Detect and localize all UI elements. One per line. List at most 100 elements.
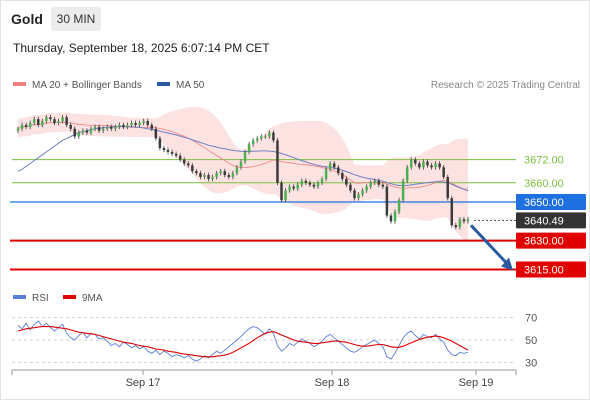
candle-body (389, 215, 393, 222)
rsi-tick-label-2: 70 (525, 313, 537, 325)
candle-body (85, 130, 89, 133)
candle-body (284, 190, 287, 201)
level-tag-4 (516, 232, 586, 249)
candle-body (272, 132, 275, 141)
legend-rsi-label: RSI (32, 293, 49, 304)
bollinger-band (18, 106, 468, 241)
candle-body (454, 225, 458, 228)
candle-body (304, 180, 308, 183)
candle-body (251, 140, 255, 145)
candle-body (187, 163, 190, 166)
candle-body (385, 186, 389, 216)
candle-body (324, 169, 328, 179)
candle-body (191, 165, 194, 172)
candle-body (65, 117, 68, 125)
candle-body (89, 128, 93, 133)
candle-body (442, 167, 445, 177)
candle-body (223, 171, 226, 176)
candle-body (438, 163, 441, 168)
candle-body (142, 121, 145, 123)
candle-body (203, 175, 206, 177)
candle-body (337, 167, 340, 174)
candle-body (414, 159, 417, 164)
candle-body (122, 124, 125, 127)
candle-body (81, 130, 85, 133)
candle-body (381, 184, 385, 187)
rsi-line (17, 320, 469, 362)
candle-body (77, 132, 81, 137)
candle-body (418, 163, 421, 168)
candle-body (341, 173, 344, 179)
candle-body (16, 128, 20, 131)
candle-body (312, 184, 316, 187)
candle-body (166, 149, 170, 152)
candle-body (114, 126, 117, 129)
candle-body (239, 161, 243, 168)
level-tag-5 (516, 261, 586, 278)
candle-body (434, 163, 437, 168)
candle-body (316, 182, 320, 187)
candle-body (377, 180, 381, 185)
candle-body (158, 138, 162, 149)
candle-body (207, 175, 210, 179)
candle-body (296, 184, 299, 189)
candle-body (361, 190, 364, 195)
level-label-4: 3630.00 (524, 236, 564, 248)
candle-body (365, 186, 368, 191)
candle-body (73, 128, 76, 137)
timeframe-button[interactable]: 30 MIN (51, 7, 101, 31)
chart-header: Gold 30 MIN (0, 0, 590, 36)
candle-body (110, 126, 113, 129)
rsi-tick-label-0: 30 (525, 357, 537, 369)
candle-body (211, 176, 214, 179)
candle-body (276, 140, 279, 183)
level-tag-2 (516, 194, 586, 211)
candle-body (320, 178, 324, 183)
candle-body (154, 128, 158, 139)
candle-body (401, 180, 405, 201)
ma20-line (17, 121, 469, 190)
candle-body (134, 122, 137, 125)
candle-body (426, 161, 429, 166)
candle-body (24, 124, 28, 127)
candle-body (93, 126, 97, 129)
candle-body (268, 132, 271, 137)
candle-body (61, 117, 64, 122)
candle-body (49, 117, 52, 120)
legend-ma50-label: MA 50 (176, 80, 205, 91)
legend-bollinger: MA 20 + Bollinger Bands (13, 80, 142, 91)
candle-body (373, 180, 376, 183)
candle-body (260, 136, 263, 139)
candle-body (410, 159, 413, 168)
candle-body (393, 211, 397, 222)
candle-body (422, 161, 425, 168)
candle-body (32, 119, 36, 123)
candle-body (292, 186, 295, 189)
candle-body (397, 200, 401, 212)
candle-body (41, 121, 44, 125)
legend-ma50: MA 50 (157, 80, 204, 91)
candle-body (357, 194, 360, 199)
candle-body (243, 151, 247, 162)
projection-arrow-head (501, 257, 513, 271)
timestamp: Thursday, September 18, 2025 6:07:14 PM … (13, 41, 270, 55)
candle-body (101, 128, 105, 131)
candle-body (450, 198, 454, 226)
legend-rsi: RSI (13, 293, 49, 304)
candle-body (349, 184, 352, 191)
candle-body (130, 122, 133, 125)
projection-arrow-shaft (469, 224, 508, 264)
candle-body (466, 219, 470, 222)
candle-body (57, 121, 60, 123)
candle-body (138, 122, 141, 125)
candle-body (118, 124, 121, 127)
legend-bollinger-label: MA 20 + Bollinger Bands (32, 80, 142, 91)
candle-body (255, 138, 259, 141)
candle-body (28, 122, 32, 127)
level-label-1: 3660.00 (524, 178, 564, 190)
candle-body (332, 163, 336, 168)
candle-body (430, 165, 433, 168)
candle-body (345, 178, 348, 185)
level-label-5: 3615.00 (524, 265, 564, 277)
